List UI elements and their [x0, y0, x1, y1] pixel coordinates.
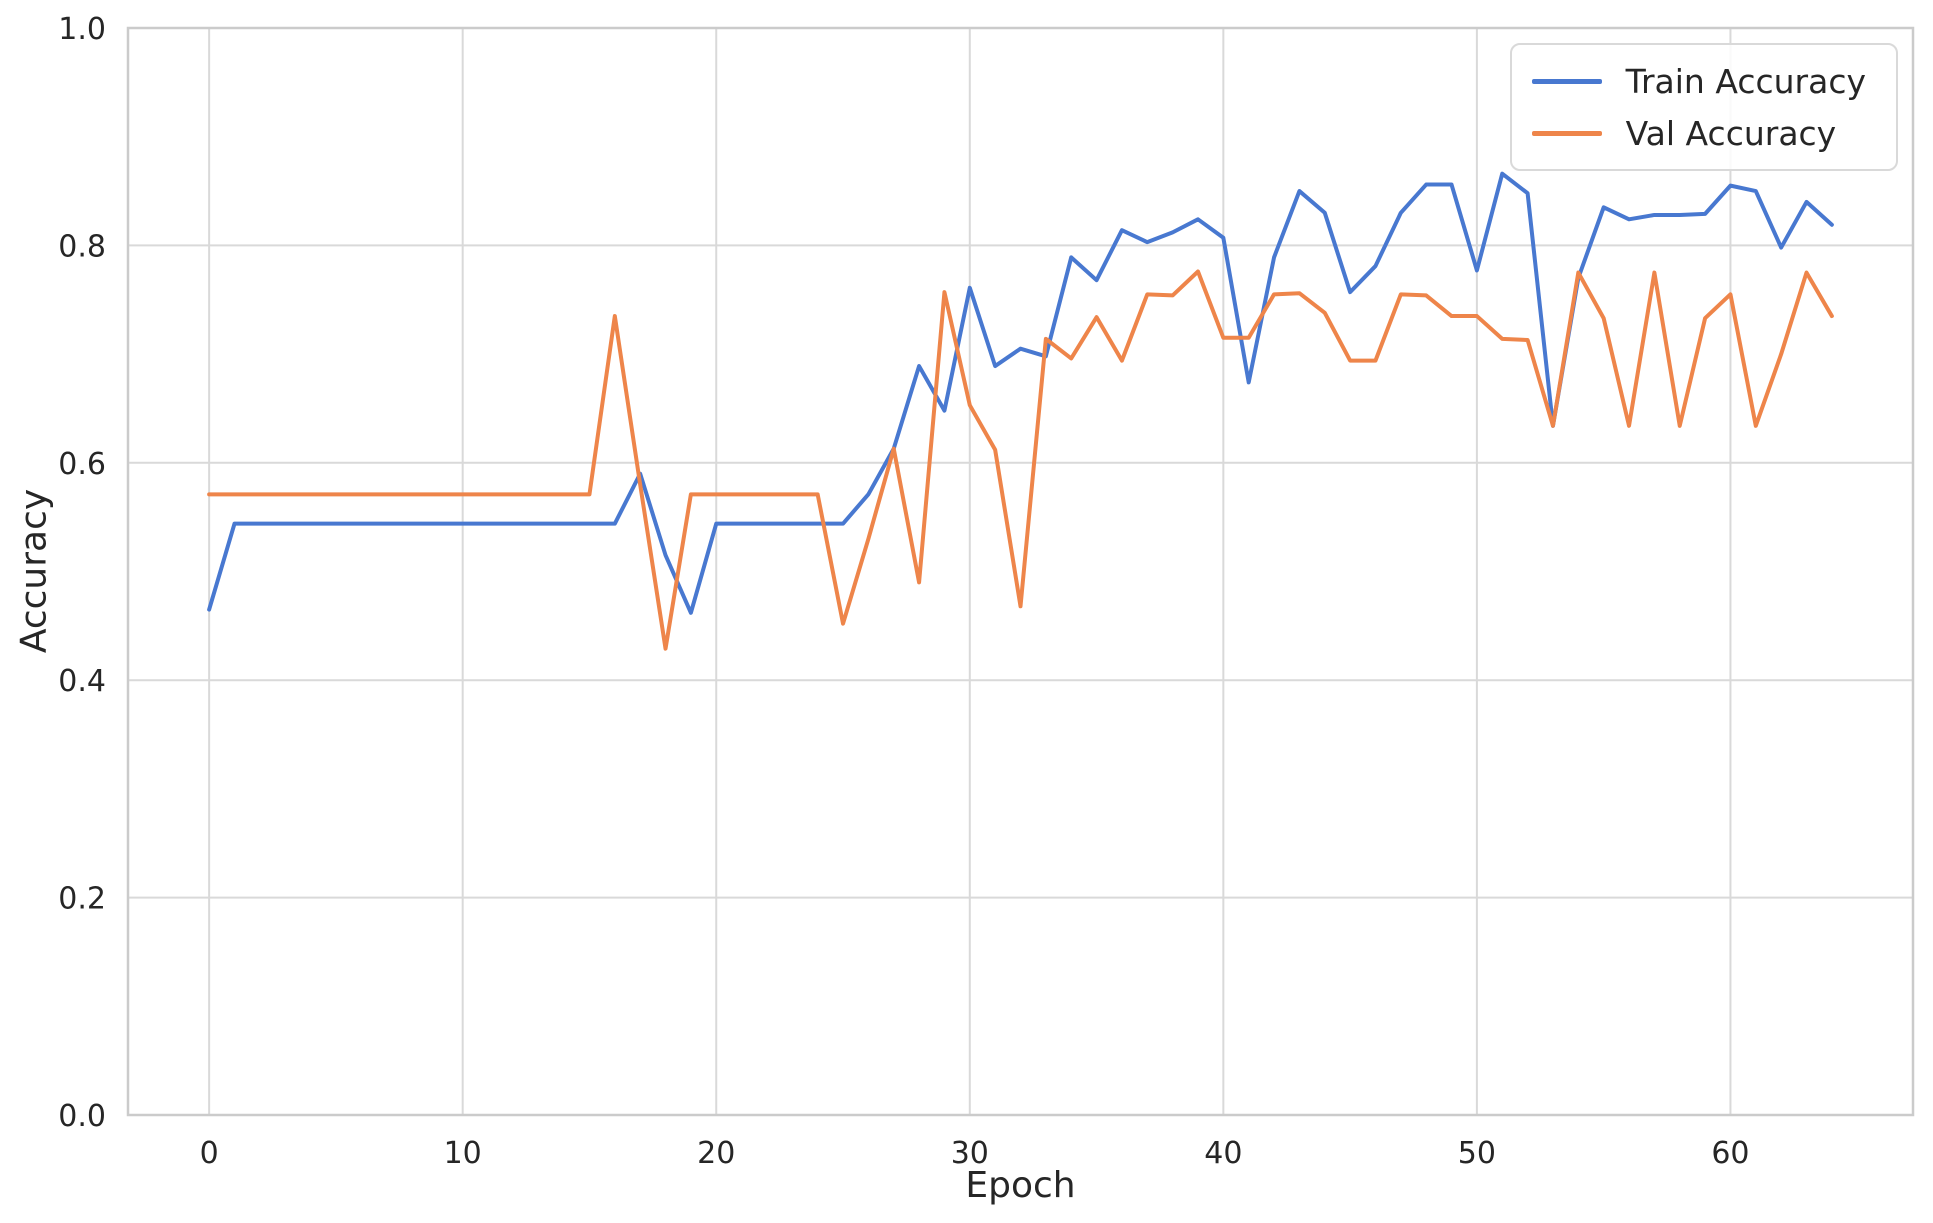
legend-item-val: Val Accuracy: [1531, 111, 1866, 155]
legend-label-val: Val Accuracy: [1625, 113, 1837, 153]
y-tick-label: 0.8: [58, 229, 106, 264]
x-tick-label: 40: [1204, 1136, 1242, 1171]
x-tick-label: 60: [1711, 1136, 1749, 1171]
x-tick-label: 30: [951, 1136, 989, 1171]
legend-item-train: Train Accuracy: [1531, 59, 1866, 103]
legend-label-train: Train Accuracy: [1625, 61, 1866, 101]
plot-border: [126, 26, 1915, 1117]
y-tick-label: 0.2: [58, 882, 106, 917]
y-tick-label: 1.0: [58, 12, 106, 47]
y-tick-label: 0.0: [58, 1099, 106, 1134]
y-axis-label: Accuracy: [13, 488, 55, 654]
x-axis-label: Epoch: [965, 1165, 1076, 1206]
x-tick-label: 50: [1458, 1136, 1496, 1171]
val-line-swatch: [1531, 130, 1602, 136]
val-accuracy-line: [207, 269, 1834, 651]
x-tick-label: 20: [697, 1136, 735, 1171]
x-tick-label: 0: [200, 1136, 219, 1171]
train-line-swatch: [1531, 78, 1602, 84]
x-tick-label: 10: [444, 1136, 482, 1171]
legend: Train Accuracy Val Accuracy: [1509, 43, 1898, 171]
y-tick-label: 0.4: [58, 664, 106, 699]
y-tick-label: 0.6: [58, 447, 106, 482]
train-accuracy-line: [207, 171, 1834, 615]
